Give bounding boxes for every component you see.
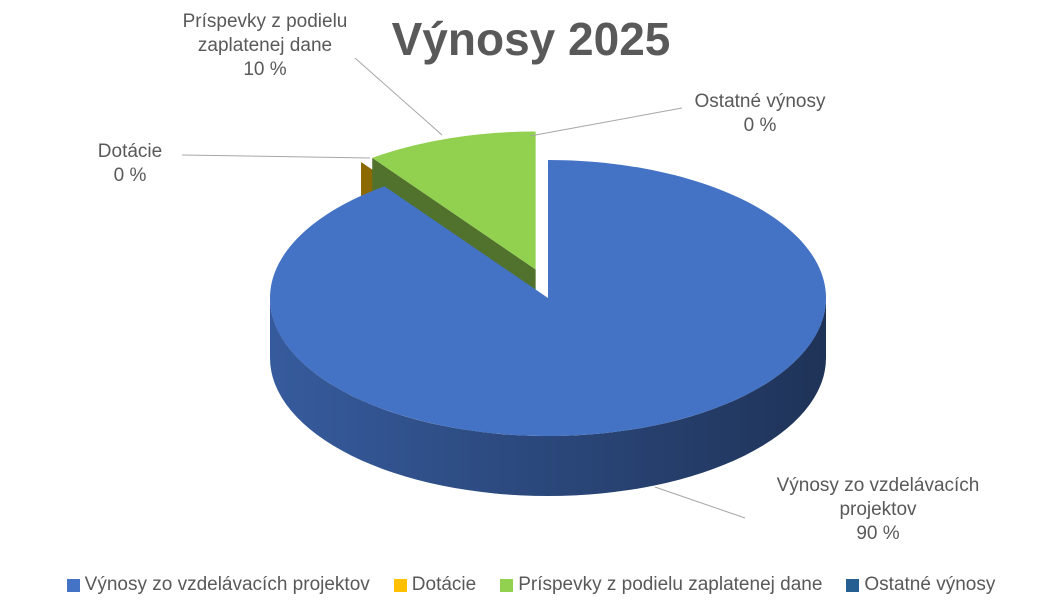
data-label: Dotácie 0 % [70,140,190,188]
legend-swatch [66,578,80,592]
leader-line [654,486,746,519]
data-label-value: 90 % [856,523,900,544]
data-label: Výnosy zo vzdelávacích projektov 90 % [758,474,998,546]
legend-label: Dotácie [411,574,477,595]
data-label-name: Dotácie [97,141,163,162]
slice [270,160,827,496]
data-label: Ostatné výnosy 0 % [660,90,860,138]
data-label: Príspevky z podielu zaplatenej dane 10 % [150,10,380,82]
legend-item: Ostatné výnosy [846,574,995,596]
data-label-name: Ostatné výnosy [694,91,826,112]
legend-label: Výnosy zo vzdelávacích projektov [84,574,370,595]
legend-label: Ostatné výnosy [864,574,996,595]
legend-swatch [846,578,860,592]
slice-top [270,160,827,436]
data-label-value: 10 % [243,59,287,80]
data-label-value: 0 % [743,115,777,136]
legend-swatch [500,578,514,592]
leader-line [529,107,683,137]
chart-title: Výnosy 2025 [391,13,671,65]
slice-top [372,131,536,270]
leader-line [181,154,371,159]
legend-item: Dotácie [393,574,477,596]
legend-swatch [393,578,407,592]
legend-item: Výnosy zo vzdelávacích projektov [66,574,370,596]
data-label-value: 0 % [113,165,147,186]
data-label-name: Príspevky z podielu zaplatenej dane [182,11,348,56]
legend-item: Príspevky z podielu zaplatenej dane [500,574,822,596]
data-label-name: Výnosy zo vzdelávacích projektov [776,475,980,520]
legend: Výnosy zo vzdelávacích projektov Dotácie P… [0,574,1062,596]
legend-label: Príspevky z podielu zaplatenej dane [518,574,823,595]
slice-side [270,298,826,496]
leader-line [354,57,443,136]
